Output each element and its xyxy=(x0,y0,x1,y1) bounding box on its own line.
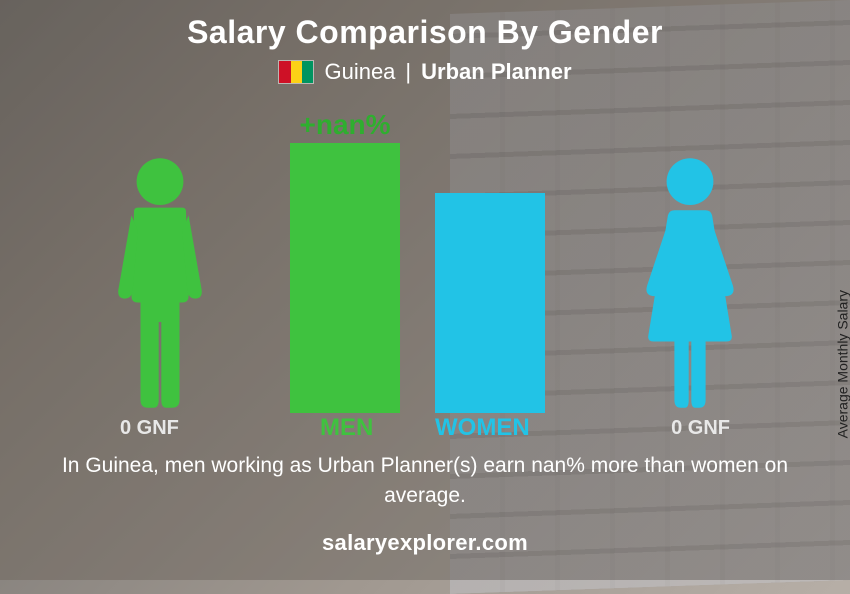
separator: | xyxy=(405,59,411,85)
footer-source: salaryexplorer.com xyxy=(0,530,850,556)
flag-stripe-yellow xyxy=(291,61,302,83)
bar-women xyxy=(435,193,545,413)
category-label-women: WOMEN xyxy=(435,414,530,442)
bar-men: +nan% xyxy=(290,143,400,413)
y-axis-title: Average Monthly Salary xyxy=(834,290,850,438)
job-title-label: Urban Planner xyxy=(421,59,571,85)
country-label: Guinea xyxy=(324,59,395,85)
flag-stripe-red xyxy=(279,61,290,83)
caption-text: In Guinea, men working as Urban Planner(… xyxy=(60,451,790,512)
diff-percent-label: +nan% xyxy=(299,109,390,141)
subtitle-row: Guinea | Urban Planner xyxy=(0,59,850,85)
value-label-women: 0 GNF xyxy=(671,417,730,440)
male-person-icon xyxy=(95,153,225,413)
gender-salary-chart: +nan% 0 GNF MEN WOMEN 0 GNF xyxy=(65,103,785,443)
guinea-flag-icon xyxy=(278,60,314,84)
flag-stripe-green xyxy=(302,61,313,83)
chart-axis-labels: 0 GNF MEN WOMEN 0 GNF xyxy=(65,413,785,443)
page-title: Salary Comparison By Gender xyxy=(0,0,850,51)
value-label-men: 0 GNF xyxy=(120,417,179,440)
category-label-men: MEN xyxy=(320,414,373,442)
female-person-icon xyxy=(625,153,755,413)
infographic-content: Salary Comparison By Gender Guinea | Urb… xyxy=(0,0,850,580)
